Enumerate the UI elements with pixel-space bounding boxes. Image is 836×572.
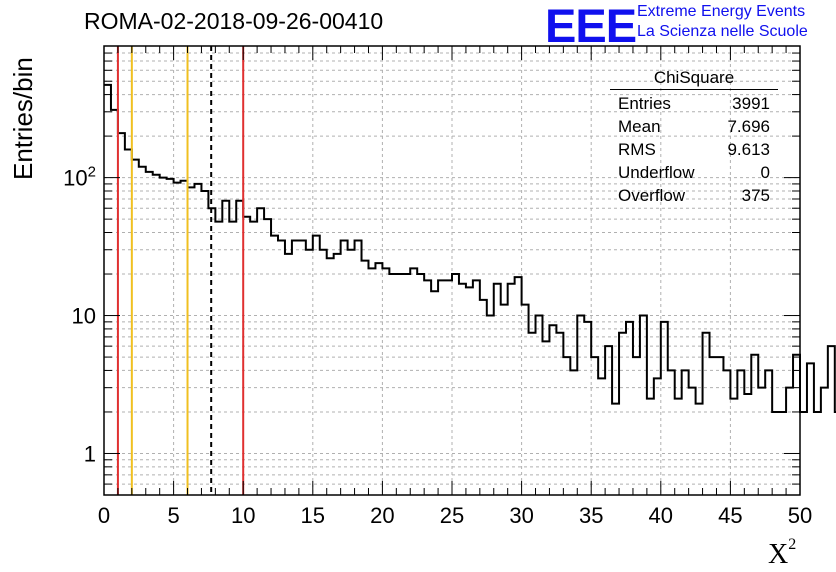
logo-subtitle-line1: Extreme Energy Events bbox=[637, 3, 806, 20]
x-tick-label: 35 bbox=[579, 503, 603, 528]
stats-box: ChiSquare Entries 3991 Mean 7.696 RMS 9.… bbox=[610, 68, 778, 207]
x-tick-label: 25 bbox=[440, 503, 464, 528]
stats-value: 7.696 bbox=[727, 117, 770, 136]
stats-row-rms: RMS 9.613 bbox=[610, 138, 778, 161]
x-axis-label: X2 bbox=[768, 536, 797, 570]
x-tick-label: 45 bbox=[718, 503, 742, 528]
x-tick-label: 40 bbox=[649, 503, 673, 528]
stats-row-underflow: Underflow 0 bbox=[610, 161, 778, 184]
stats-value: 0 bbox=[760, 163, 770, 182]
y-tick-label: 1 bbox=[84, 441, 96, 466]
chart-title: ROMA-02-2018-09-26-00410 bbox=[84, 8, 384, 34]
y-axis-label: Entries/bin bbox=[8, 57, 38, 180]
stats-label: RMS bbox=[618, 140, 656, 159]
stats-value: 375 bbox=[741, 186, 770, 205]
stats-value: 3991 bbox=[732, 94, 770, 113]
stats-label: Underflow bbox=[618, 163, 695, 182]
stats-label: Overflow bbox=[618, 186, 686, 205]
y-tick-label: 102 bbox=[63, 164, 96, 191]
eee-logo: EEE bbox=[545, 0, 637, 52]
x-tick-label: 50 bbox=[788, 503, 812, 528]
stats-row-overflow: Overflow 375 bbox=[610, 184, 778, 207]
x-tick-label: 0 bbox=[98, 503, 110, 528]
x-tick-label: 15 bbox=[301, 503, 325, 528]
stats-value: 9.613 bbox=[727, 140, 770, 159]
histogram-line bbox=[104, 83, 836, 413]
stats-label: Entries bbox=[618, 94, 671, 113]
x-tick-label: 30 bbox=[509, 503, 533, 528]
x-tick-label: 10 bbox=[231, 503, 255, 528]
stats-label: Mean bbox=[618, 117, 661, 136]
x-tick-label: 20 bbox=[370, 503, 394, 528]
x-tick-label: 5 bbox=[167, 503, 179, 528]
stats-row-entries: Entries 3991 bbox=[610, 92, 778, 115]
stats-row-mean: Mean 7.696 bbox=[610, 115, 778, 138]
y-tick-label: 10 bbox=[72, 304, 96, 329]
stats-title: ChiSquare bbox=[610, 68, 778, 90]
logo-subtitle-line2: La Scienza nelle Scuole bbox=[637, 23, 808, 40]
